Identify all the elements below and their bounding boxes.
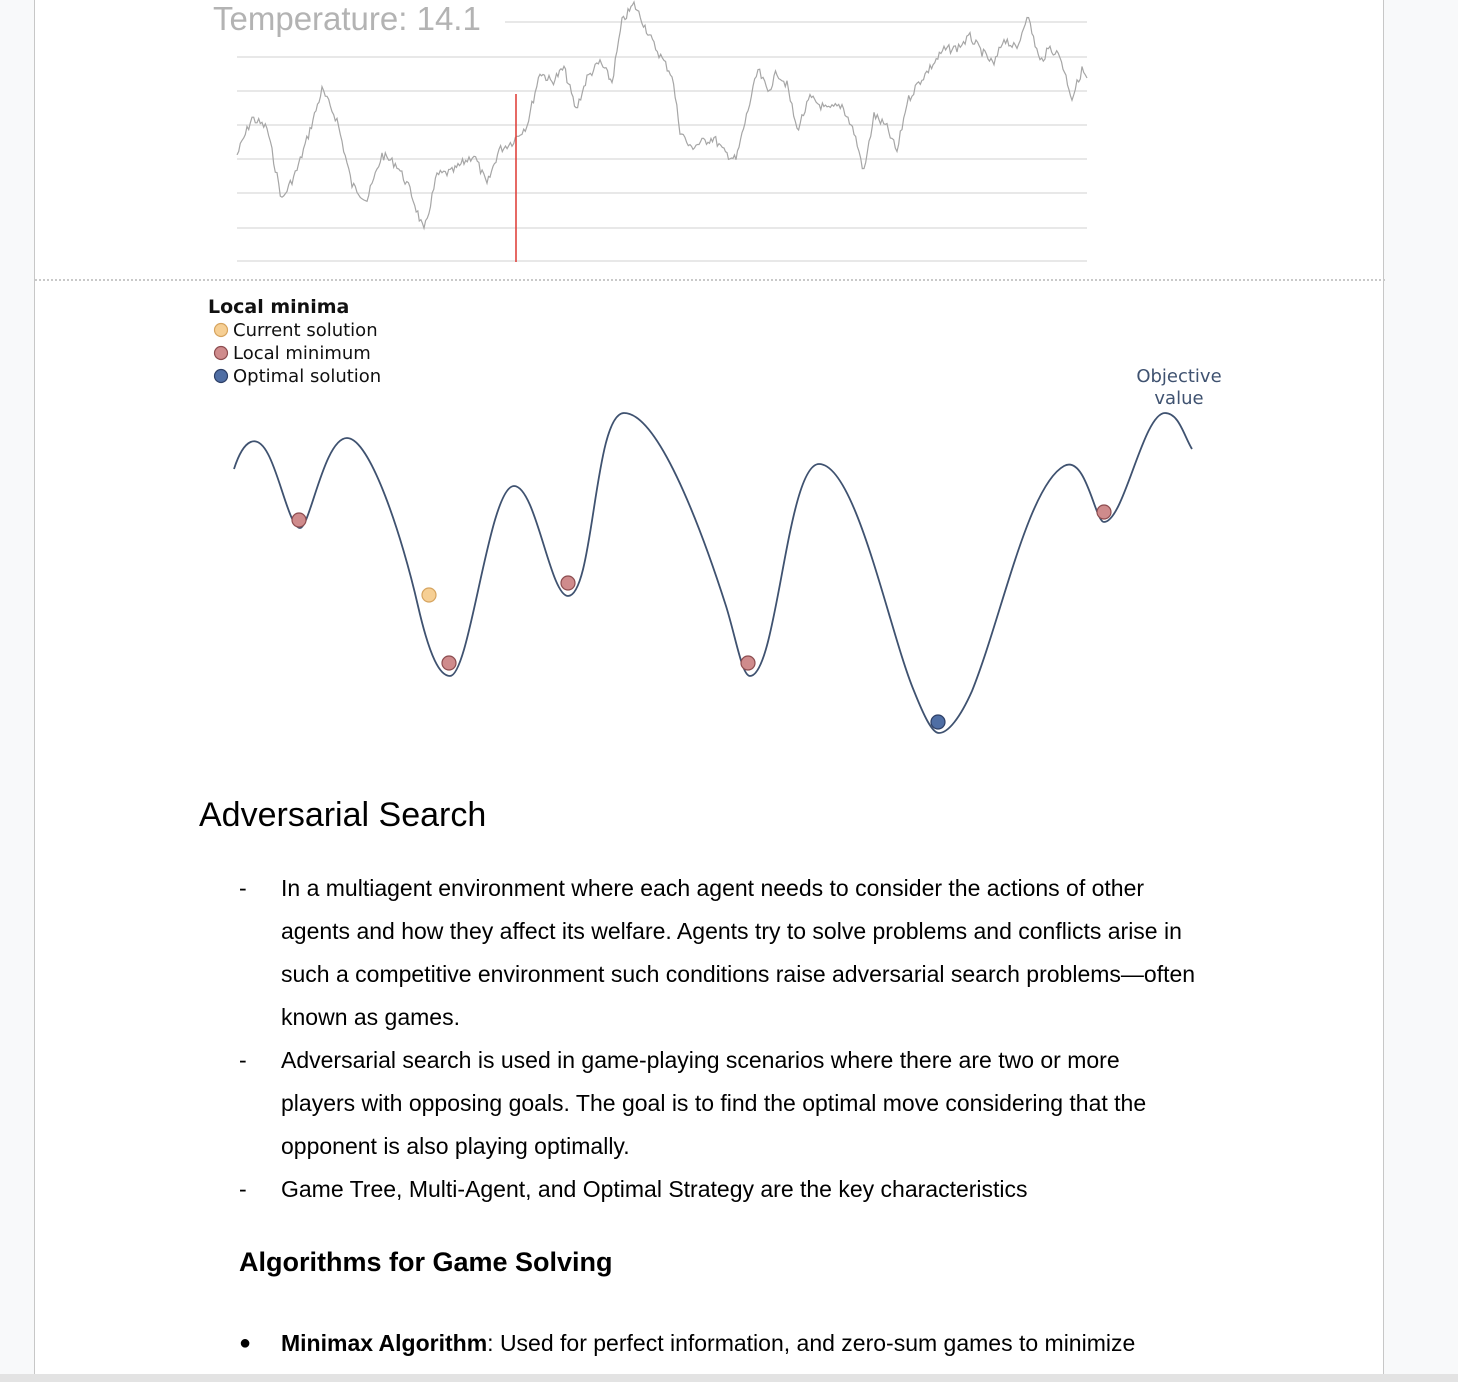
legend-optimal-swatch — [213, 368, 229, 384]
local-minimum-marker — [740, 655, 756, 671]
temperature-chart: Temperature: 14.1 — [210, 0, 1088, 262]
local-minimum-marker — [441, 655, 457, 671]
temperature-trace — [236, 0, 1088, 231]
list-marker: - — [239, 875, 247, 901]
optimal-solution-marker — [930, 714, 946, 730]
temperature-gridlines — [237, 21, 1087, 262]
list-item-text: In a multiagent environment where each a… — [281, 875, 1196, 1030]
list-marker: - — [239, 1176, 247, 1202]
local-minima-chart: Local minima Current solution Local mini… — [208, 296, 1222, 734]
legend-current-swatch — [213, 322, 229, 338]
axis-label-line-1: Objective — [1136, 366, 1221, 387]
axis-label-line-2: value — [1154, 388, 1203, 409]
objective-curve — [233, 412, 1193, 734]
temperature-label-bg — [210, 0, 505, 40]
list-item-text: Adversarial search is used in game-playi… — [281, 1047, 1147, 1159]
temperature-label: Temperature: 14.1 — [213, 0, 481, 37]
solution-markers — [291, 504, 1112, 730]
subsection-heading: Algorithms for Game Solving — [239, 1247, 613, 1277]
local-minimum-marker — [1096, 504, 1112, 520]
algorithms-list: ● Minimax Algorithm: Used for perfect in… — [239, 1323, 1239, 1363]
local-minimum-marker — [560, 575, 576, 591]
list-item: - Game Tree, Multi-Agent, and Optimal St… — [239, 1168, 1199, 1211]
current-solution-marker — [421, 587, 437, 603]
list-marker: - — [239, 1047, 247, 1073]
legend-local-min-swatch — [213, 345, 229, 361]
list-item: ● Minimax Algorithm: Used for perfect in… — [239, 1323, 1239, 1363]
document-page: Temperature: 14.1 Local minima Current s… — [34, 0, 1385, 1382]
legend-optimal-label: Optimal solution — [233, 366, 381, 387]
list-item: - In a multiagent environment where each… — [239, 867, 1199, 1039]
legend-local-min-label: Local minimum — [233, 343, 371, 364]
bottom-scroll-area — [0, 1374, 1458, 1382]
section-divider — [35, 279, 1385, 281]
list-item: - Adversarial search is used in game-pla… — [239, 1039, 1199, 1168]
adversarial-search-list: - In a multiagent environment where each… — [239, 867, 1199, 1211]
local-minimum-marker — [291, 512, 307, 528]
legend-title: Local minima — [208, 296, 349, 318]
bullet-marker: ● — [239, 1332, 252, 1354]
list-item-text: Game Tree, Multi-Agent, and Optimal Stra… — [281, 1176, 1028, 1202]
legend-current-label: Current solution — [233, 320, 378, 341]
section-heading: Adversarial Search — [199, 796, 487, 834]
algorithm-term: Minimax Algorithm — [281, 1330, 488, 1356]
algorithm-description: : Used for perfect information, and zero… — [487, 1330, 1136, 1356]
